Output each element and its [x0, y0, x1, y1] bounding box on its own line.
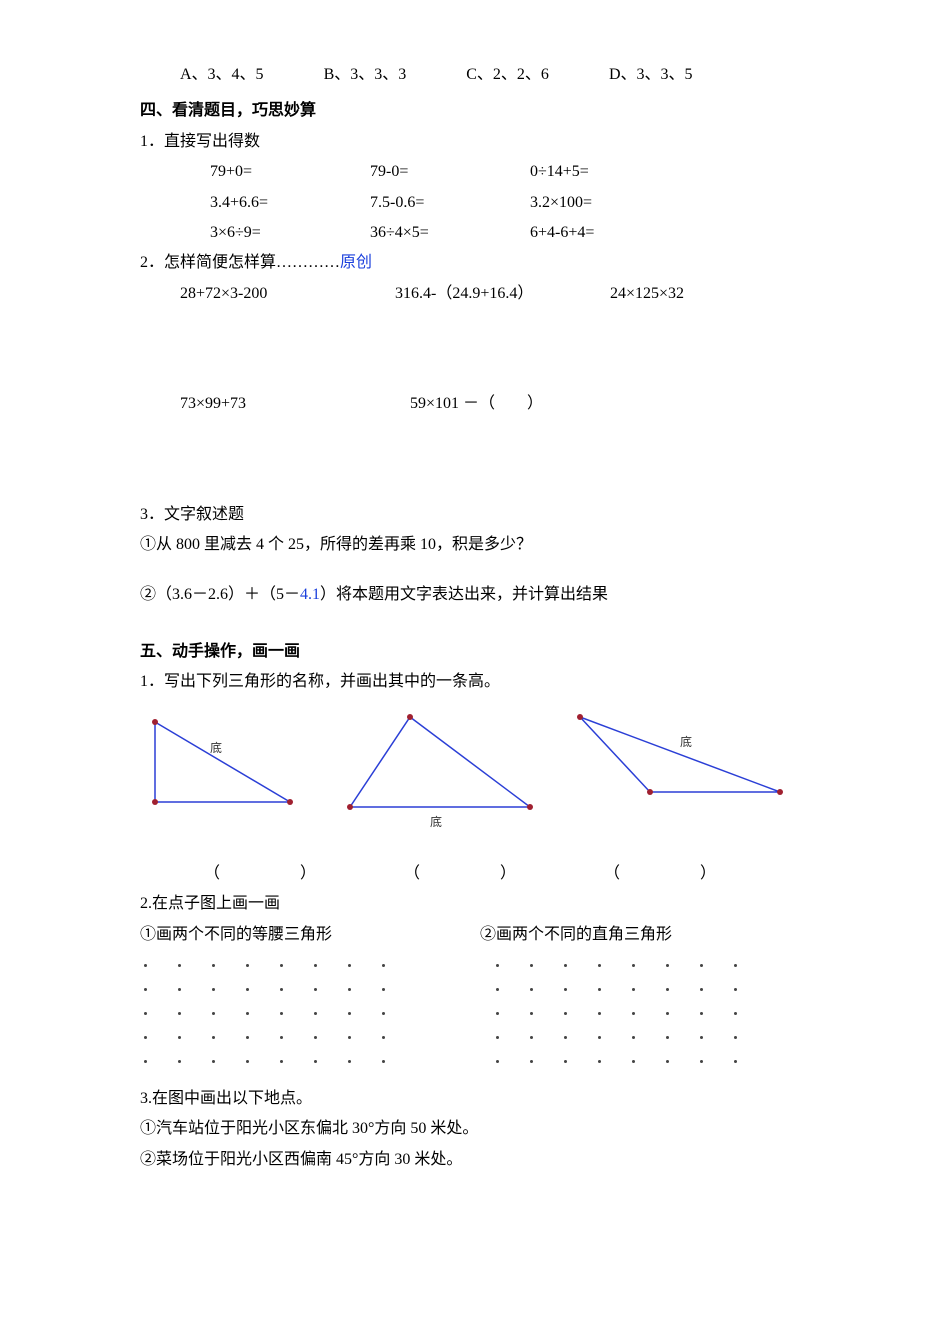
mc-opt-b: B、3、3、3 — [324, 60, 407, 90]
expr: 79-0= — [370, 157, 530, 187]
dot-grid-right — [492, 954, 764, 1074]
triangle-3: 底 — [570, 707, 790, 848]
section-4-title: 四、看清题目，巧思妙算 — [140, 96, 825, 126]
section-5-title: 五、动手操作，画一画 — [140, 637, 825, 667]
triangle-1-svg — [140, 707, 310, 817]
expr: 0÷14+5= — [530, 157, 690, 187]
expr: 73×99+73 — [180, 389, 410, 419]
q5-2-prompts: ①画两个不同的等腰三角形 ②画两个不同的直角三角形 — [140, 920, 825, 950]
expr: 79+0= — [210, 157, 370, 187]
blank-space — [140, 420, 825, 500]
dot-grids — [140, 954, 825, 1074]
triangle-ans-2: （ ） — [360, 859, 560, 889]
q4-2-row2: 73×99+73 59×101 －（ ） — [180, 389, 825, 419]
q5-3-p2: ②菜场位于阳光小区西偏南 45°方向 30 米处。 — [140, 1145, 825, 1175]
expr: 28+72×3-200 — [180, 279, 395, 309]
expr: 24×125×32 — [610, 279, 825, 309]
q5-2-label: 2.在点子图上画一画 — [140, 889, 825, 919]
mc-opt-c: C、2、2、6 — [466, 60, 549, 90]
triangle-1: 底 — [140, 707, 310, 848]
dot-grid-left — [140, 954, 412, 1074]
mc-opt-d: D、3、3、5 — [609, 60, 693, 90]
expr: 7.5-0.6= — [370, 188, 530, 218]
q4-2-row1: 28+72×3-200 316.4-（24.9+16.4） 24×125×32 — [180, 279, 825, 309]
triangle-2: 底 — [340, 707, 540, 848]
q4-1-row1: 79+0= 79-0= 0÷14+5= — [210, 157, 825, 187]
q5-2-p2: ②画两个不同的直角三角形 — [480, 920, 672, 950]
q5-2-p1: ①画两个不同的等腰三角形 — [140, 920, 480, 950]
q4-1-row2: 3.4+6.6= 7.5-0.6= 3.2×100= — [210, 188, 825, 218]
expr: 6+4-6+4= — [530, 218, 690, 248]
q4-3-p2b: 4.1 — [300, 586, 320, 603]
expr: 36÷4×5= — [370, 218, 530, 248]
q4-1-label: 1．直接写出得数 — [140, 127, 825, 157]
q4-3-p2: ②（3.6－2.6）＋（5－4.1）将本题用文字表达出来，并计算出结果 — [140, 580, 825, 610]
q4-3-p2c: ）将本题用文字表达出来，并计算出结果 — [320, 586, 608, 603]
expr: 3×6÷9= — [210, 218, 370, 248]
blank-space — [140, 611, 825, 631]
triangles-row: 底 底 底 — [140, 707, 825, 848]
base-label-3: 底 — [680, 731, 692, 754]
expr: 59×101 －（ ） — [410, 389, 640, 419]
q5-1-label: 1．写出下列三角形的名称，并画出其中的一条高。 — [140, 667, 825, 697]
expr: 3.4+6.6= — [210, 188, 370, 218]
q4-2-text: 2．怎样简便怎样算………… — [140, 254, 340, 271]
triangle-ans-1: （ ） — [160, 859, 360, 889]
q4-3-p1: ①从 800 里减去 4 个 25，所得的差再乘 10，积是多少？ — [140, 530, 825, 560]
q5-3-label: 3.在图中画出以下地点。 — [140, 1084, 825, 1114]
mc-opt-a: A、3、4、5 — [180, 60, 264, 90]
blank-space — [140, 309, 825, 389]
mc-options-row: A、3、4、5 B、3、3、3 C、2、2、6 D、3、3、5 — [180, 60, 825, 90]
q5-3-p1: ①汽车站位于阳光小区东偏北 30°方向 50 米处。 — [140, 1114, 825, 1144]
q4-3-p2a: ②（3.6－2.6）＋（5－ — [140, 586, 300, 603]
q4-3-label: 3．文字叙述题 — [140, 500, 825, 530]
blank-space — [140, 560, 825, 580]
expr: 316.4-（24.9+16.4） — [395, 279, 610, 309]
triangle-ans-3: （ ） — [560, 859, 760, 889]
expr: 3.2×100= — [530, 188, 690, 218]
q4-2-label: 2．怎样简便怎样算…………原创 — [140, 248, 825, 278]
q4-2-tag: 原创 — [340, 254, 372, 271]
triangle-answers: （ ） （ ） （ ） — [160, 859, 825, 889]
base-label-1: 底 — [210, 737, 222, 760]
base-label-2: 底 — [430, 811, 442, 834]
page: A、3、4、5 B、3、3、3 C、2、2、6 D、3、3、5 四、看清题目，巧… — [0, 0, 945, 1337]
q4-1-row3: 3×6÷9= 36÷4×5= 6+4-6+4= — [210, 218, 825, 248]
triangle-3-svg — [570, 707, 790, 817]
